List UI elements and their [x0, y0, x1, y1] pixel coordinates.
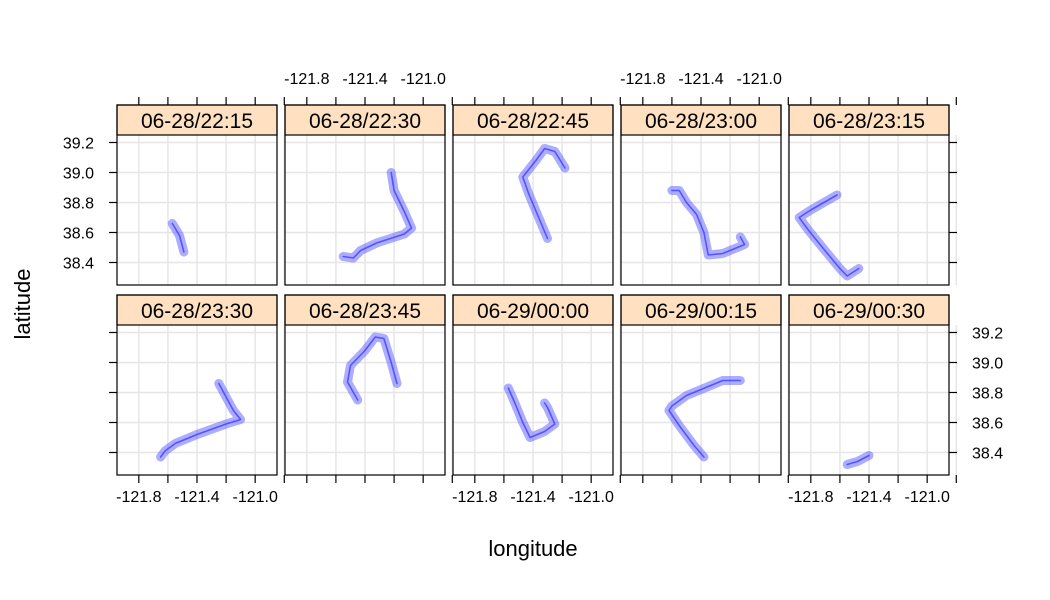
- trajectory-line: [668, 379, 742, 458]
- strip-label: 06-29/00:00: [477, 300, 589, 323]
- x-tick-label: -121.4: [174, 489, 219, 506]
- x-tick-label: -121.8: [452, 489, 497, 506]
- strip-background: [284, 294, 446, 326]
- panel: 06-28/22:15: [116, 104, 286, 286]
- y-tick-label: 39.0: [972, 356, 1003, 373]
- panel: 06-28/22:30: [284, 104, 454, 286]
- panel: 06-29/00:00: [452, 294, 622, 476]
- trajectory-line: [159, 382, 242, 458]
- y-tick-label: 38.8: [972, 386, 1003, 403]
- trajectory-line: [342, 171, 413, 259]
- x-tick-label: -121.8: [284, 71, 329, 88]
- panel: 06-28/22:45: [452, 104, 622, 286]
- x-tick-label: -121.8: [788, 489, 833, 506]
- trajectory-band: [794, 190, 864, 281]
- x-tick-label: -121.4: [846, 489, 891, 506]
- y-axis-group: 38.4 38.6 38.8 39.0 39.2: [63, 136, 957, 273]
- strip-background: [284, 104, 446, 136]
- panel: 06-29/00:15: [620, 294, 790, 476]
- trajectory-line: [521, 147, 566, 240]
- trajectory-band: [667, 186, 750, 260]
- x-tick-label: -121.0: [904, 489, 949, 506]
- trajectory-line: [346, 336, 398, 401]
- x-tick-label: -121.0: [400, 71, 445, 88]
- axes: -121.8 -121.4 -121.0-121.8 -121.4 -121.0-121…: [63, 71, 1003, 506]
- trajectory-line: [671, 189, 746, 256]
- x-tick-label: -121.4: [510, 489, 555, 506]
- y-tick-label: 38.4: [63, 256, 94, 273]
- panel: 06-28/23:45: [284, 294, 454, 476]
- y-tick-label: 39.2: [63, 136, 94, 153]
- x-tick-label: -121.0: [736, 71, 781, 88]
- strip-background: [116, 294, 278, 326]
- x-axis-group: -121.8 -121.4 -121.0: [452, 97, 621, 506]
- x-axis-group: -121.8 -121.4 -121.0: [620, 71, 789, 483]
- panel: 06-28/23:15: [788, 104, 958, 286]
- strip-label: 06-28/23:15: [813, 110, 925, 133]
- y-tick-label: 38.8: [63, 196, 94, 213]
- strip-label: 06-29/00:15: [645, 300, 757, 323]
- strip-background: [788, 294, 950, 326]
- x-axis-group: -121.8 -121.4 -121.0: [284, 71, 453, 483]
- trajectory-line: [846, 454, 870, 466]
- trajectory-band: [338, 168, 416, 263]
- y-axis-group: 38.4 38.6 38.8 39.0 39.2: [109, 326, 1003, 463]
- panels: 06-28/22:15 06-28/22:30 06-28/22:45 06-28/2…: [116, 104, 958, 476]
- y-tick-label: 39.2: [972, 326, 1003, 343]
- strip-label: 06-28/22:45: [477, 110, 589, 133]
- panel: 06-28/23:30: [116, 294, 286, 476]
- x-tick-label: -121.8: [620, 71, 665, 88]
- trajectory-line: [171, 222, 185, 253]
- x-tick-label: -121.0: [568, 489, 613, 506]
- x-tick-label: -121.4: [678, 71, 723, 88]
- x-axis-title: longitude: [488, 536, 577, 561]
- panel: 06-28/23:00: [620, 104, 790, 286]
- strip-background: [788, 104, 950, 136]
- strip-label: 06-28/23:45: [309, 300, 421, 323]
- trajectory-line: [507, 387, 556, 439]
- strip-label: 06-28/23:00: [645, 110, 757, 133]
- y-tick-label: 39.0: [63, 166, 94, 183]
- x-tick-label: -121.8: [116, 489, 161, 506]
- y-axis-title: latitude: [10, 269, 35, 340]
- panel: 06-29/00:30: [788, 294, 958, 476]
- x-tick-label: -121.4: [342, 71, 387, 88]
- strip-label: 06-28/23:30: [141, 300, 253, 323]
- x-axis-group: -121.8 -121.4 -121.0: [788, 97, 957, 506]
- strip-label: 06-29/00:30: [813, 300, 925, 323]
- x-axis-group: -121.8 -121.4 -121.0: [116, 97, 285, 506]
- y-tick-label: 38.6: [63, 226, 94, 243]
- trajectory-band: [343, 332, 402, 405]
- strip-background: [452, 104, 614, 136]
- x-tick-label: -121.0: [232, 489, 277, 506]
- strip-label: 06-28/22:15: [141, 110, 253, 133]
- trajectory-line: [798, 194, 860, 277]
- strip-label: 06-28/22:30: [309, 110, 421, 133]
- y-tick-label: 38.4: [972, 446, 1003, 463]
- y-tick-label: 38.6: [972, 416, 1003, 433]
